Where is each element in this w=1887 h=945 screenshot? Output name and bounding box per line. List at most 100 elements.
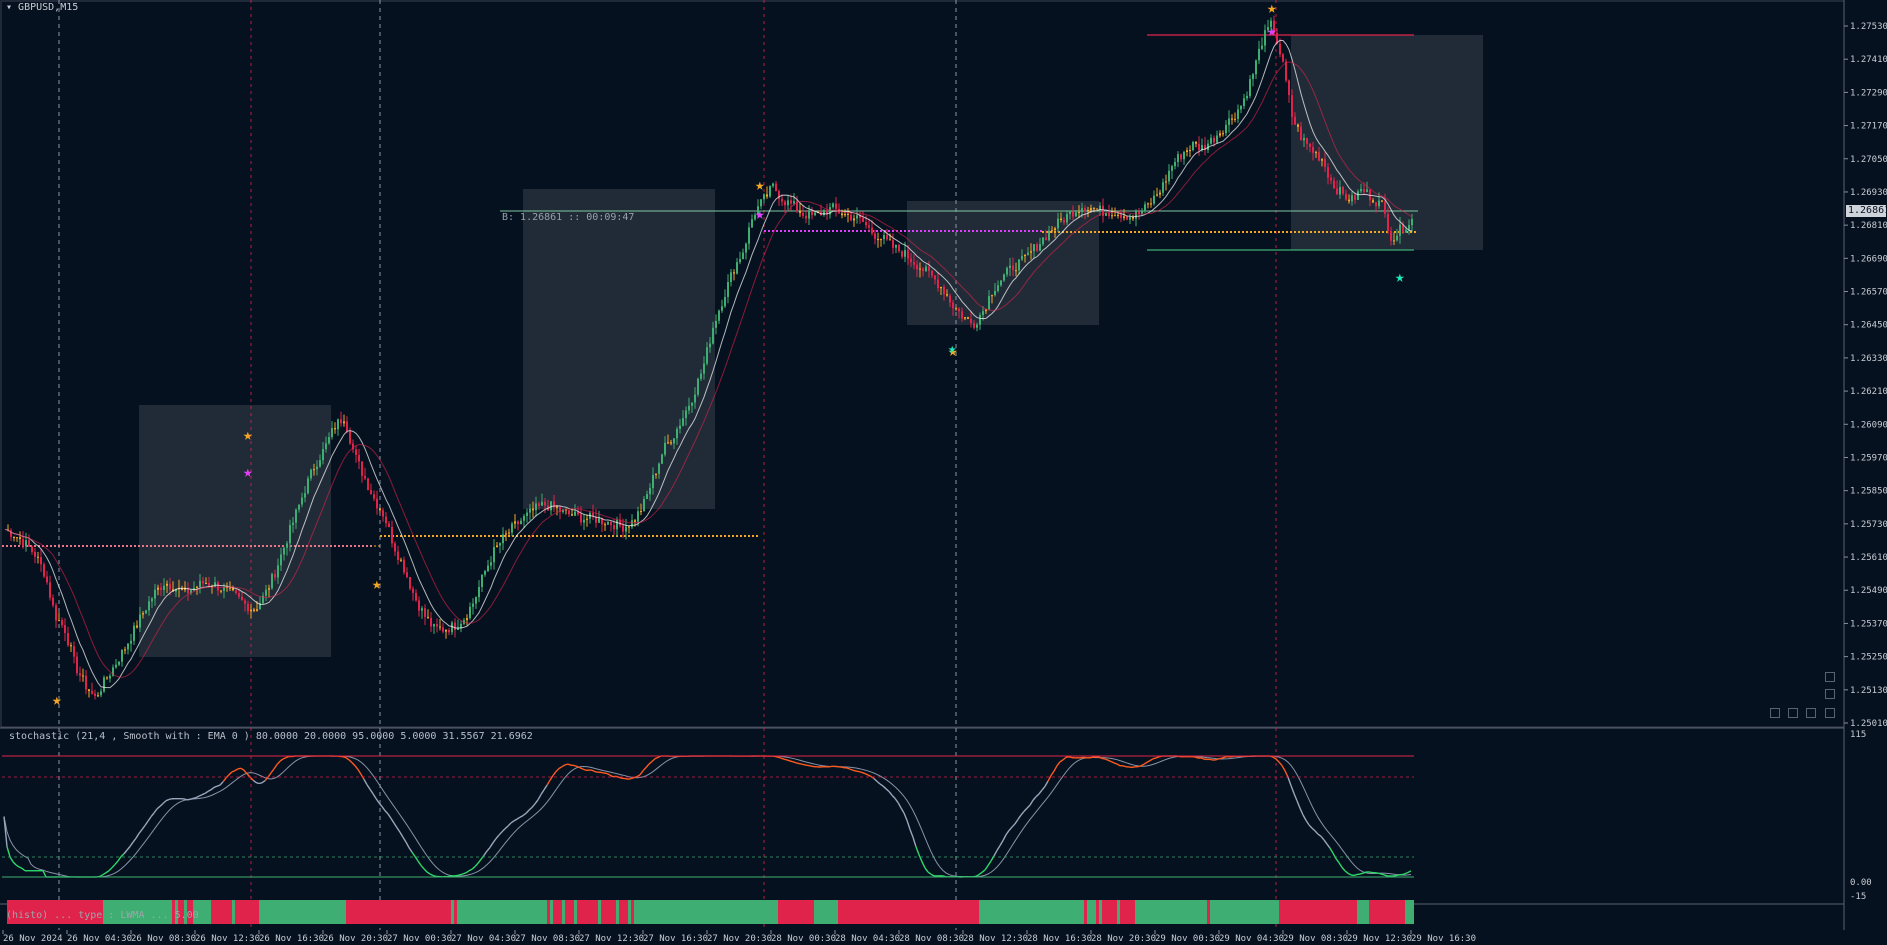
- stoch-main-line: [201, 792, 206, 796]
- histogram-bar: [682, 900, 685, 924]
- histogram-bar: [724, 900, 727, 924]
- panel-button[interactable]: [1806, 708, 1816, 718]
- stoch-main-line: [126, 846, 131, 851]
- stoch-main-line: [414, 856, 419, 862]
- time-tick-label: 27 Nov 08:30: [515, 934, 580, 944]
- candle-body: [868, 225, 870, 228]
- candle-body: [1183, 152, 1185, 160]
- time-tick-label: 26 Nov 20:30: [323, 934, 388, 944]
- candle-body: [106, 677, 108, 679]
- histogram-bar: [1135, 900, 1138, 924]
- chevron-down-icon[interactable]: ▾: [6, 2, 19, 13]
- stoch-main-line: [840, 766, 845, 769]
- stoch-main-line: [1059, 759, 1064, 763]
- stoch-main-line: [222, 777, 227, 783]
- candle-body: [301, 497, 303, 505]
- histogram-bar: [886, 900, 889, 924]
- candle-body: [349, 431, 351, 444]
- candle-body: [985, 309, 987, 312]
- candle-body: [1243, 98, 1245, 106]
- histogram-bar: [1237, 900, 1240, 924]
- histogram-bar: [1189, 900, 1192, 924]
- candle-body: [124, 649, 126, 651]
- panel-button[interactable]: [1770, 708, 1780, 718]
- stoch-axis-label: -15: [1850, 892, 1866, 902]
- histogram-bar: [808, 900, 811, 924]
- candle-body: [1258, 48, 1260, 61]
- symbol-label[interactable]: ▾ GBPUSD,M15: [6, 2, 79, 13]
- histogram-bar: [310, 900, 313, 924]
- time-tick-label: 26 Nov 16:30: [259, 934, 324, 944]
- stoch-main-line: [99, 873, 104, 878]
- stoch-main-line: [357, 769, 362, 775]
- candle-body: [712, 327, 714, 344]
- candle-body: [625, 526, 627, 532]
- histogram-bar: [1156, 900, 1159, 924]
- histogram-bar: [1195, 900, 1198, 924]
- candle-body: [16, 537, 18, 539]
- candle-body: [325, 443, 327, 450]
- histogram-bar: [136, 900, 139, 924]
- histogram-bar: [997, 900, 1000, 924]
- stoch-main-line: [276, 760, 281, 766]
- histogram-bar: [61, 900, 64, 924]
- candle-body: [967, 317, 969, 319]
- stoch-main-line: [975, 874, 980, 877]
- candle-body: [79, 673, 81, 676]
- stoch-main-line: [384, 810, 389, 815]
- stoch-main-line: [144, 820, 149, 826]
- candle-body: [1273, 20, 1275, 33]
- stoch-main-line: [924, 867, 929, 873]
- stoch-axis-label: 0.00: [1850, 878, 1872, 888]
- histogram-bar: [1054, 900, 1057, 924]
- candle-body: [259, 603, 261, 610]
- histogram-bar: [841, 900, 844, 924]
- candle-body: [133, 625, 135, 641]
- stoch-main-line: [150, 812, 155, 818]
- histogram-bar: [388, 900, 391, 924]
- panel-button[interactable]: [1825, 672, 1835, 682]
- candle-body: [385, 516, 387, 524]
- candle-body: [1366, 189, 1368, 192]
- histogram-bar: [862, 900, 865, 924]
- histogram-bar: [1153, 900, 1156, 924]
- candle-body: [1318, 152, 1320, 161]
- candle-body: [1321, 159, 1323, 161]
- price-tick-label: 1.26210: [1850, 387, 1887, 397]
- histogram-bar: [604, 900, 607, 924]
- candle-body: [163, 585, 165, 591]
- histogram-bar: [1102, 900, 1105, 924]
- histogram-bar: [118, 900, 121, 924]
- candle-body: [949, 295, 951, 303]
- candle-body: [403, 559, 405, 573]
- histogram-bar: [613, 900, 616, 924]
- stoch-main-line: [1113, 762, 1118, 765]
- stoch-main-line: [1149, 758, 1154, 762]
- panel-button[interactable]: [1788, 708, 1798, 718]
- histogram-bar: [820, 900, 823, 924]
- candle-body: [1102, 205, 1104, 216]
- histogram-bar: [1096, 900, 1099, 924]
- histogram-bar: [772, 900, 775, 924]
- time-tick-label: 27 Nov 12:30: [579, 934, 644, 944]
- candle-body: [973, 323, 975, 328]
- histogram-bar: [406, 900, 409, 924]
- panel-button[interactable]: [1825, 689, 1835, 699]
- histogram-bar: [952, 900, 955, 924]
- buy-annotation: B: 1.26861 :: 00:09:47: [502, 212, 635, 223]
- candle-body: [337, 419, 339, 430]
- candle-body: [367, 478, 369, 491]
- candle-body: [1096, 208, 1098, 210]
- histogram-bar: [778, 900, 781, 924]
- candle-body: [832, 203, 834, 208]
- stoch-main-line: [459, 873, 464, 876]
- panel-button[interactable]: [1825, 708, 1835, 718]
- candle-body: [610, 521, 612, 526]
- candle-body: [331, 428, 333, 438]
- stoch-main-line: [1347, 872, 1352, 876]
- stoch-main-line: [252, 779, 257, 784]
- candle-body: [1345, 193, 1347, 200]
